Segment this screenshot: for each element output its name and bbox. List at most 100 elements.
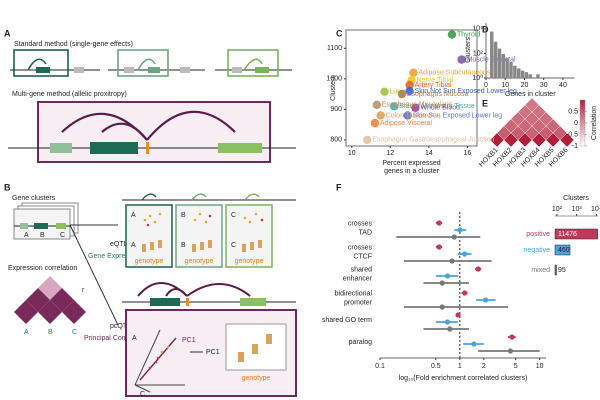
gene [218,143,262,153]
category-label: paralog [349,339,372,346]
colorbar-label: Correlation [591,106,598,140]
x-tick-label: 10 [536,363,544,370]
x-tick-label: 2 [482,363,486,370]
point-label: Esophagus Gastroesophageal Junction [372,137,494,144]
x-axis-label: log₁₀(Fold enrichment correlated cluster… [399,375,528,382]
x-tick-label: 0.1 [375,363,385,370]
x-tick-label: 10 [348,150,356,157]
panel-label: A [4,28,11,38]
bar [536,74,540,78]
cluster-bar [554,264,557,276]
method: pcQTL [110,323,131,330]
category-label: shared [351,266,373,273]
point-label: Breast Mammary Tissue [399,103,475,110]
gene-label: A [131,212,136,219]
box [13,49,69,77]
gene [34,223,48,229]
point [451,234,457,240]
heat-cell [559,132,575,148]
y-axis-label: Clusters [330,75,337,101]
point [482,297,489,303]
point [362,135,372,145]
point-label: Skin Not Sun Exposed Lower leg [415,88,517,95]
legend-label: mixed [531,267,550,274]
gene [56,223,66,229]
x-tick-label: 5 [514,363,518,370]
colorbar-tick: 0.5 [568,108,578,115]
colorbar-tick: 0 [574,120,578,127]
colorbar-tick: -0.5 [566,131,578,138]
x-tick-label: 14 [425,150,433,157]
point [411,103,420,113]
point [389,102,399,111]
point-label: Adipose Subcutaneous [418,70,490,77]
point [507,348,514,354]
mini-scatter [148,345,170,370]
gene-label: A [24,329,29,336]
colorbar-label: r [82,287,85,294]
cluster-label: 95 [558,267,566,274]
cluster-bar [554,244,571,256]
category-label: CTCF [353,253,372,260]
point-label: Artery Tibial [415,82,452,89]
gene-label: A [24,232,29,239]
point [457,55,466,64]
point-label: Esophagus Mucosa [407,91,469,98]
y-tick-label: 1000 [326,76,342,83]
point [436,220,442,226]
point [457,227,463,233]
gene-label: A [131,242,136,249]
x-tick-label: 20 [521,82,529,89]
y-tick-label: 1100 [327,45,342,52]
panel-a: A Standard method (single-gene effects) … [4,28,296,163]
bar [516,68,521,78]
category-label: enhancer [343,275,373,282]
mini-scatter [143,212,264,227]
arrows [69,224,119,326]
variant [146,142,149,154]
legend-tick-label: 10⁴ [591,206,600,213]
panel-label: C [336,28,343,38]
method-desc: Principal Component [84,335,149,342]
point [447,30,457,39]
legend-tick-label: 10² [552,206,563,213]
heading: Expression correlation [8,265,77,272]
heading: Gene clusters [12,195,56,202]
cluster-label: 460 [558,247,570,254]
bar [497,48,502,78]
y-tick-label: 10² [473,50,484,57]
panel-label: B [4,182,11,192]
point-label: Skin Sun Exposed Lower leg [413,112,503,119]
point [372,100,382,109]
box [227,49,279,77]
gene-label: B [181,212,186,219]
panel-label: E [482,98,488,108]
variant [186,298,189,306]
y-axis-label: Clusters [465,37,472,63]
box [225,204,273,268]
y-tick-label: 900 [330,106,342,113]
gene-label: A [132,335,137,342]
category-label: promoter [344,299,373,306]
colorbar [579,99,586,147]
gene-label: C [72,329,77,336]
x-axis-label: genes in a cluster [384,168,440,175]
colorbar-tick: -1 [572,143,578,150]
x-tick-label: 0.5 [431,363,441,370]
heading: Standard method (single-gene effects) [14,41,133,48]
x-tick-label: 0 [484,82,488,89]
category-label: shared GO term [322,317,372,324]
bar [513,65,517,78]
gene-label: B [48,329,53,336]
gene-label: C [140,391,145,398]
x-axis-label: Genes in cluster [505,91,556,98]
arcs [137,282,251,297]
x-tick-label: 10 [501,82,509,89]
bar [490,31,494,78]
point-label: Colon Transverse [386,112,441,119]
point [397,89,407,99]
point-label: Esophagus Muscularis [382,102,453,109]
x-tick-label: 12 [386,150,394,157]
